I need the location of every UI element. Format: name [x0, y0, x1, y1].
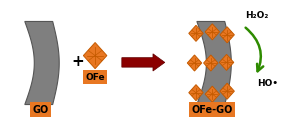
Polygon shape [189, 85, 203, 101]
Text: H₂O₂: H₂O₂ [245, 11, 268, 20]
Polygon shape [25, 21, 59, 105]
Polygon shape [220, 27, 234, 43]
Polygon shape [220, 83, 234, 99]
Polygon shape [197, 21, 231, 105]
Text: GO: GO [32, 105, 48, 115]
FancyArrow shape [122, 54, 165, 71]
Polygon shape [187, 55, 202, 71]
Text: +: + [71, 54, 84, 69]
Polygon shape [205, 24, 220, 40]
Polygon shape [204, 55, 218, 71]
Polygon shape [219, 54, 234, 70]
Polygon shape [83, 43, 107, 69]
Text: HO•: HO• [257, 79, 278, 88]
FancyArrowPatch shape [246, 28, 263, 71]
Polygon shape [205, 86, 220, 102]
Text: OFe-GO: OFe-GO [192, 105, 233, 115]
Polygon shape [189, 25, 203, 41]
Text: OFe: OFe [85, 73, 105, 82]
